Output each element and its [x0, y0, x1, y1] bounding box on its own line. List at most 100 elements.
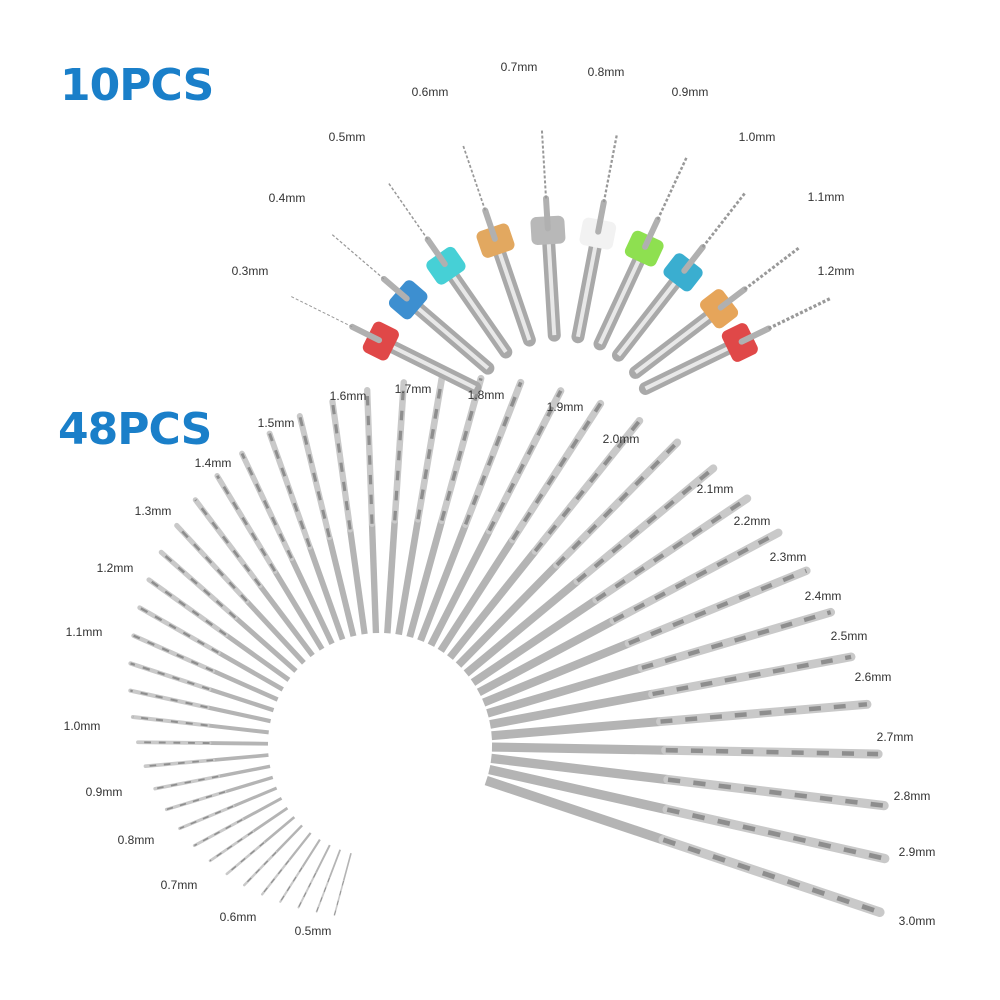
- size-label: 1.2mm: [97, 561, 134, 575]
- bit-flute-twist: [240, 452, 293, 559]
- bit-tip: [602, 135, 618, 203]
- size-label: 1.2mm: [818, 264, 855, 278]
- bit-neck: [482, 207, 498, 242]
- bit-shank-shine: [388, 343, 476, 390]
- size-label: 0.9mm: [672, 85, 709, 99]
- bit-shank: [217, 650, 284, 692]
- size-label: 3.0mm: [899, 914, 936, 928]
- size-label: 0.5mm: [329, 130, 366, 144]
- bit-neck: [595, 199, 607, 235]
- size-label: 0.7mm: [161, 878, 198, 892]
- size-label: 2.5mm: [831, 629, 868, 643]
- bit-shank-shine: [644, 345, 732, 391]
- size-label: 2.6mm: [855, 670, 892, 684]
- size-label: 1.7mm: [395, 382, 432, 396]
- bit-flute: [158, 549, 238, 621]
- size-label: 0.7mm: [501, 60, 538, 74]
- bit-shank: [212, 753, 269, 762]
- size-label: 0.8mm: [118, 833, 155, 847]
- bit-shank: [233, 615, 298, 673]
- bit-shank: [275, 824, 303, 854]
- bit-shank-shine: [414, 304, 490, 370]
- bit-tip: [767, 297, 831, 330]
- bit-flute-twist: [130, 662, 210, 691]
- bit-flute-twist: [612, 530, 780, 623]
- size-label: 0.4mm: [269, 191, 306, 205]
- bit-tip: [656, 157, 688, 221]
- size-label: 1.1mm: [808, 190, 845, 204]
- bit-tip: [462, 145, 487, 211]
- bit-shank: [395, 518, 422, 636]
- bit-shank-shine: [598, 256, 642, 345]
- bit-flute-twist: [130, 689, 208, 709]
- bit-flute-twist: [652, 654, 852, 697]
- bit-shank: [207, 723, 269, 735]
- bit-flute-twist: [660, 702, 868, 724]
- bit-shank: [482, 639, 631, 707]
- bit-shank-shine: [496, 249, 532, 341]
- bit-flute: [137, 605, 221, 655]
- bit-flute-twist: [243, 851, 277, 886]
- bit-shank: [272, 569, 325, 651]
- bit-flute-twist: [628, 568, 808, 646]
- badge-top: 10PCS: [60, 60, 213, 111]
- bit-flute-twist: [440, 377, 483, 522]
- bit-shank-shine: [616, 278, 679, 357]
- bit-shank: [306, 545, 346, 641]
- bit-shank: [314, 844, 331, 874]
- bit-flute-twist: [533, 419, 641, 553]
- bit-flute-twist: [194, 499, 261, 587]
- bit-shank: [491, 717, 661, 741]
- bit-shank: [288, 556, 335, 645]
- size-label: 1.9mm: [547, 400, 584, 414]
- bit-shank-shine: [546, 240, 557, 336]
- bit-shank: [326, 536, 357, 637]
- bit-shank: [427, 529, 493, 647]
- size-label: 2.1mm: [697, 482, 734, 496]
- size-label: 1.6mm: [330, 389, 367, 403]
- bit-shank: [241, 797, 283, 821]
- bit-shank: [211, 668, 279, 702]
- bit-tip: [331, 234, 385, 280]
- size-label: 1.5mm: [258, 416, 295, 430]
- bit-shank: [437, 537, 516, 653]
- size-label: 0.8mm: [588, 65, 625, 79]
- bit-flute-twist: [137, 741, 210, 745]
- size-label: 1.0mm: [739, 130, 776, 144]
- bit-flute-twist: [666, 807, 886, 861]
- bit-flute: [128, 661, 212, 692]
- bit-flute-twist: [665, 747, 879, 757]
- bit-flute-twist: [330, 401, 352, 530]
- bit-shank: [209, 741, 269, 746]
- bit-shank-shine: [634, 313, 713, 375]
- bit-flute-twist: [132, 715, 208, 727]
- bit-flute-twist: [667, 777, 885, 808]
- bit-flute-twist: [216, 475, 277, 572]
- bit-shank: [251, 806, 289, 833]
- bit-flute-twist: [298, 415, 331, 538]
- bit-shank: [463, 578, 580, 677]
- bit-neck: [681, 244, 706, 274]
- bit-shank: [301, 838, 321, 869]
- bit-tip: [540, 130, 548, 199]
- size-label: 0.6mm: [412, 85, 449, 99]
- bit-shank: [447, 548, 539, 660]
- bit-flute-twist: [463, 381, 523, 526]
- bit-neck: [424, 236, 448, 268]
- bit-flute-twist: [226, 842, 265, 875]
- bit-flute-twist: [365, 390, 374, 524]
- bit-flute: [174, 522, 250, 604]
- bit-flute: [315, 876, 331, 913]
- bit-neck: [717, 286, 748, 311]
- bit-shank: [490, 753, 669, 785]
- bit-shank: [347, 528, 368, 635]
- bit-flute: [333, 880, 345, 916]
- bit-flute-twist: [261, 860, 290, 895]
- bit-tip: [743, 246, 800, 291]
- size-label: 0.5mm: [295, 924, 332, 938]
- bit-tip: [388, 183, 429, 240]
- bit-flute-twist: [662, 837, 881, 915]
- size-label: 1.1mm: [66, 625, 103, 639]
- bit-shank: [244, 599, 306, 665]
- bit-flute-twist: [416, 378, 444, 520]
